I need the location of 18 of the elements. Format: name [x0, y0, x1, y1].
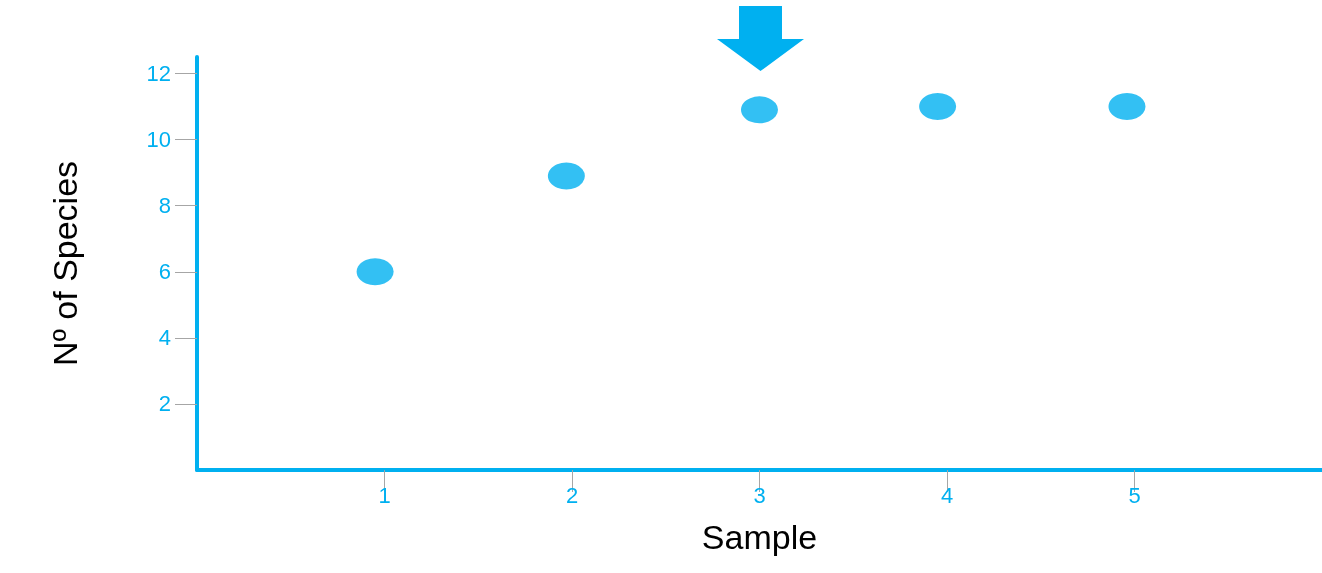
y-tick-label: 2	[158, 391, 171, 417]
x-tick-label: 1	[378, 482, 391, 508]
y-tick-label: 6	[158, 259, 171, 285]
point	[1108, 93, 1146, 121]
y-tick-label: 8	[158, 193, 171, 219]
point	[741, 96, 778, 124]
y-tick-label: 4	[158, 325, 171, 351]
x-axis-title: Sample	[701, 518, 818, 556]
x-tick-label: 2	[565, 482, 579, 508]
x-tick-label: 4	[940, 482, 954, 508]
y-axis-title: Nº of Species	[46, 160, 84, 367]
point	[356, 258, 394, 286]
x-tick-label: 3	[753, 482, 766, 508]
y-tick-label: 12	[146, 61, 171, 87]
y-tick-label: 10	[146, 127, 171, 153]
point	[547, 162, 585, 190]
x-tick-label: 5	[1128, 482, 1141, 508]
point	[919, 93, 957, 121]
